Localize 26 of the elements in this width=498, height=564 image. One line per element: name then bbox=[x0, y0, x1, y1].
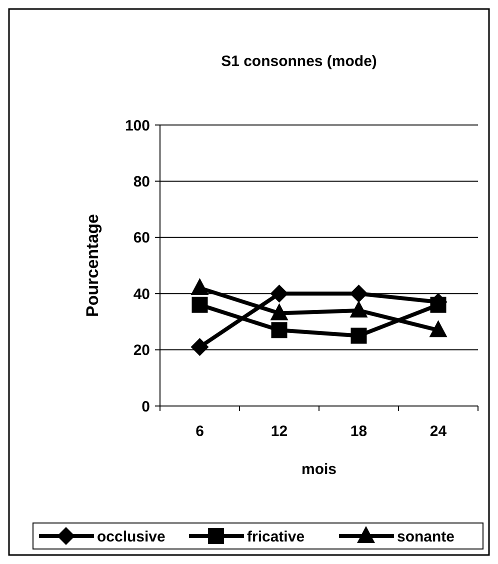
point bbox=[192, 296, 208, 313]
x-tick-label: 24 bbox=[430, 423, 448, 440]
point bbox=[271, 322, 288, 338]
point bbox=[270, 303, 288, 320]
legend-label: sonante bbox=[397, 528, 455, 546]
point bbox=[350, 328, 367, 344]
legend-label: fricative bbox=[247, 528, 305, 546]
chart-title: S1 consonnes (mode) bbox=[221, 53, 377, 70]
point bbox=[270, 284, 288, 303]
y-tick-label: 60 bbox=[133, 230, 150, 247]
point bbox=[350, 284, 368, 303]
point bbox=[429, 320, 448, 338]
y-tick-label: 80 bbox=[133, 173, 150, 190]
x-axis-title: mois bbox=[301, 461, 337, 478]
point bbox=[190, 338, 209, 356]
x-tick-label: 12 bbox=[270, 423, 288, 440]
y-axis-title: Pourcentage bbox=[83, 214, 102, 317]
point bbox=[350, 300, 368, 318]
y-tick-label: 100 bbox=[124, 117, 150, 134]
legend-label: occlusive bbox=[97, 528, 166, 546]
y-tick-label: 40 bbox=[133, 286, 150, 303]
x-tick-label: 6 bbox=[196, 423, 204, 440]
y-tick-label: 20 bbox=[133, 342, 150, 360]
point bbox=[430, 296, 446, 313]
x-tick-label: 18 bbox=[350, 423, 368, 440]
y-tick-label: 0 bbox=[142, 398, 150, 416]
